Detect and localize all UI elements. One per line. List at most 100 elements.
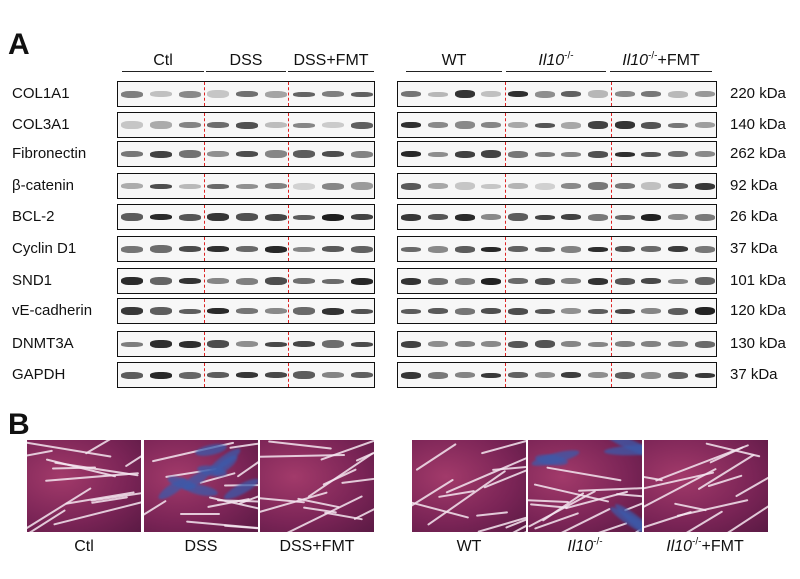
group-separator bbox=[204, 82, 205, 106]
blot-band bbox=[322, 372, 344, 378]
blot-band bbox=[667, 371, 689, 379]
group-separator bbox=[611, 113, 612, 137]
blot-strip-right bbox=[397, 173, 717, 199]
blot-band bbox=[150, 277, 172, 285]
group-separator bbox=[505, 174, 506, 198]
blot-band bbox=[587, 182, 609, 190]
blot-band bbox=[587, 308, 609, 314]
blot-band bbox=[293, 371, 316, 379]
blot-strip-left bbox=[117, 112, 375, 138]
blot-strip-left bbox=[117, 362, 375, 388]
blot-band bbox=[561, 121, 582, 129]
blot-band bbox=[454, 90, 475, 98]
histo-label-il10-ko-fmt-tail: +FMT bbox=[701, 538, 744, 555]
blot-band bbox=[534, 90, 555, 98]
blot-band bbox=[507, 246, 529, 252]
protein-label: COL1A1 bbox=[12, 85, 70, 102]
blot-band bbox=[401, 213, 422, 221]
tissue-streak bbox=[353, 485, 374, 520]
blot-band bbox=[481, 183, 502, 189]
group-separator bbox=[204, 363, 205, 387]
group-separator bbox=[204, 113, 205, 137]
blot-band bbox=[236, 213, 258, 221]
blot-band bbox=[350, 245, 373, 253]
blot-strip-left bbox=[117, 236, 375, 262]
blot-band bbox=[236, 121, 258, 129]
group-underline bbox=[122, 71, 204, 72]
histo-ctl-image bbox=[27, 440, 141, 532]
protein-label: β-catenin bbox=[12, 177, 74, 194]
blot-band bbox=[293, 122, 316, 128]
panel-a-letter: A bbox=[8, 28, 30, 61]
blot-band bbox=[614, 214, 635, 220]
blot-band bbox=[150, 183, 172, 189]
histo-label-dss-fmt: DSS+FMT bbox=[279, 538, 355, 555]
blot-band bbox=[350, 277, 373, 285]
blot-band bbox=[614, 277, 635, 285]
histo-label-il10-ko-fmt-sup: -/- bbox=[692, 536, 702, 548]
histo-wt-image bbox=[412, 440, 526, 532]
blot-band bbox=[401, 182, 422, 190]
blot-band bbox=[481, 341, 502, 347]
blot-band bbox=[207, 90, 230, 98]
group-separator bbox=[505, 142, 506, 166]
blot-band bbox=[178, 340, 201, 348]
blot-strip-right bbox=[397, 141, 717, 167]
blot-band bbox=[507, 122, 529, 128]
group-separator bbox=[288, 113, 289, 137]
protein-label: GAPDH bbox=[12, 366, 66, 383]
blot-band bbox=[507, 372, 529, 378]
blot-band bbox=[293, 307, 316, 315]
blot-band bbox=[561, 151, 582, 157]
group-label-dss: DSS bbox=[229, 52, 263, 69]
tissue-streak bbox=[476, 511, 508, 517]
blot-band bbox=[614, 308, 635, 314]
blot-band bbox=[641, 278, 662, 284]
blot-band bbox=[264, 213, 287, 221]
blot-band bbox=[293, 182, 316, 190]
blot-band bbox=[264, 277, 287, 285]
blot-band bbox=[178, 213, 201, 221]
blot-band bbox=[178, 278, 201, 284]
blot-band bbox=[667, 214, 689, 220]
blot-band bbox=[350, 214, 373, 220]
blot-band bbox=[507, 278, 529, 284]
group-separator bbox=[288, 269, 289, 293]
blot-band bbox=[587, 121, 609, 129]
histo-label-il10-ko-fmt-base: Il10 bbox=[666, 538, 693, 555]
blot-band bbox=[694, 213, 715, 221]
group-label-il10-ko-fmt-sup: -/- bbox=[648, 50, 658, 62]
blot-band bbox=[427, 277, 449, 285]
blot-band bbox=[534, 308, 555, 314]
group-separator bbox=[505, 269, 506, 293]
blot-band bbox=[561, 183, 582, 189]
blot-band bbox=[293, 341, 316, 347]
histo-il10-ko-image bbox=[528, 440, 642, 532]
blot-band bbox=[178, 122, 201, 128]
blot-strip-left bbox=[117, 298, 375, 324]
histo-label-ctl: Ctl bbox=[74, 538, 94, 555]
blot-band bbox=[587, 213, 609, 221]
blot-band bbox=[534, 151, 555, 157]
blot-band bbox=[481, 150, 502, 158]
blot-band bbox=[454, 150, 475, 158]
group-separator bbox=[288, 237, 289, 261]
blot-band bbox=[350, 372, 373, 378]
histo-dss-fmt-image bbox=[260, 440, 374, 532]
tissue-streak bbox=[703, 494, 768, 532]
blot-strip-right bbox=[397, 204, 717, 230]
blot-band bbox=[694, 122, 715, 128]
blot-strip-right bbox=[397, 112, 717, 138]
blot-band bbox=[641, 213, 662, 221]
group-separator bbox=[611, 205, 612, 229]
group-separator bbox=[611, 174, 612, 198]
blot-band bbox=[481, 277, 502, 285]
histo-label-il10-ko-fmt: Il10-/-+FMT bbox=[640, 536, 770, 556]
blot-band bbox=[587, 90, 609, 98]
blot-band bbox=[178, 308, 201, 314]
blot-band bbox=[427, 245, 449, 253]
blot-band bbox=[667, 122, 689, 128]
blot-band bbox=[534, 214, 555, 220]
group-separator bbox=[288, 363, 289, 387]
blot-band bbox=[534, 372, 555, 378]
